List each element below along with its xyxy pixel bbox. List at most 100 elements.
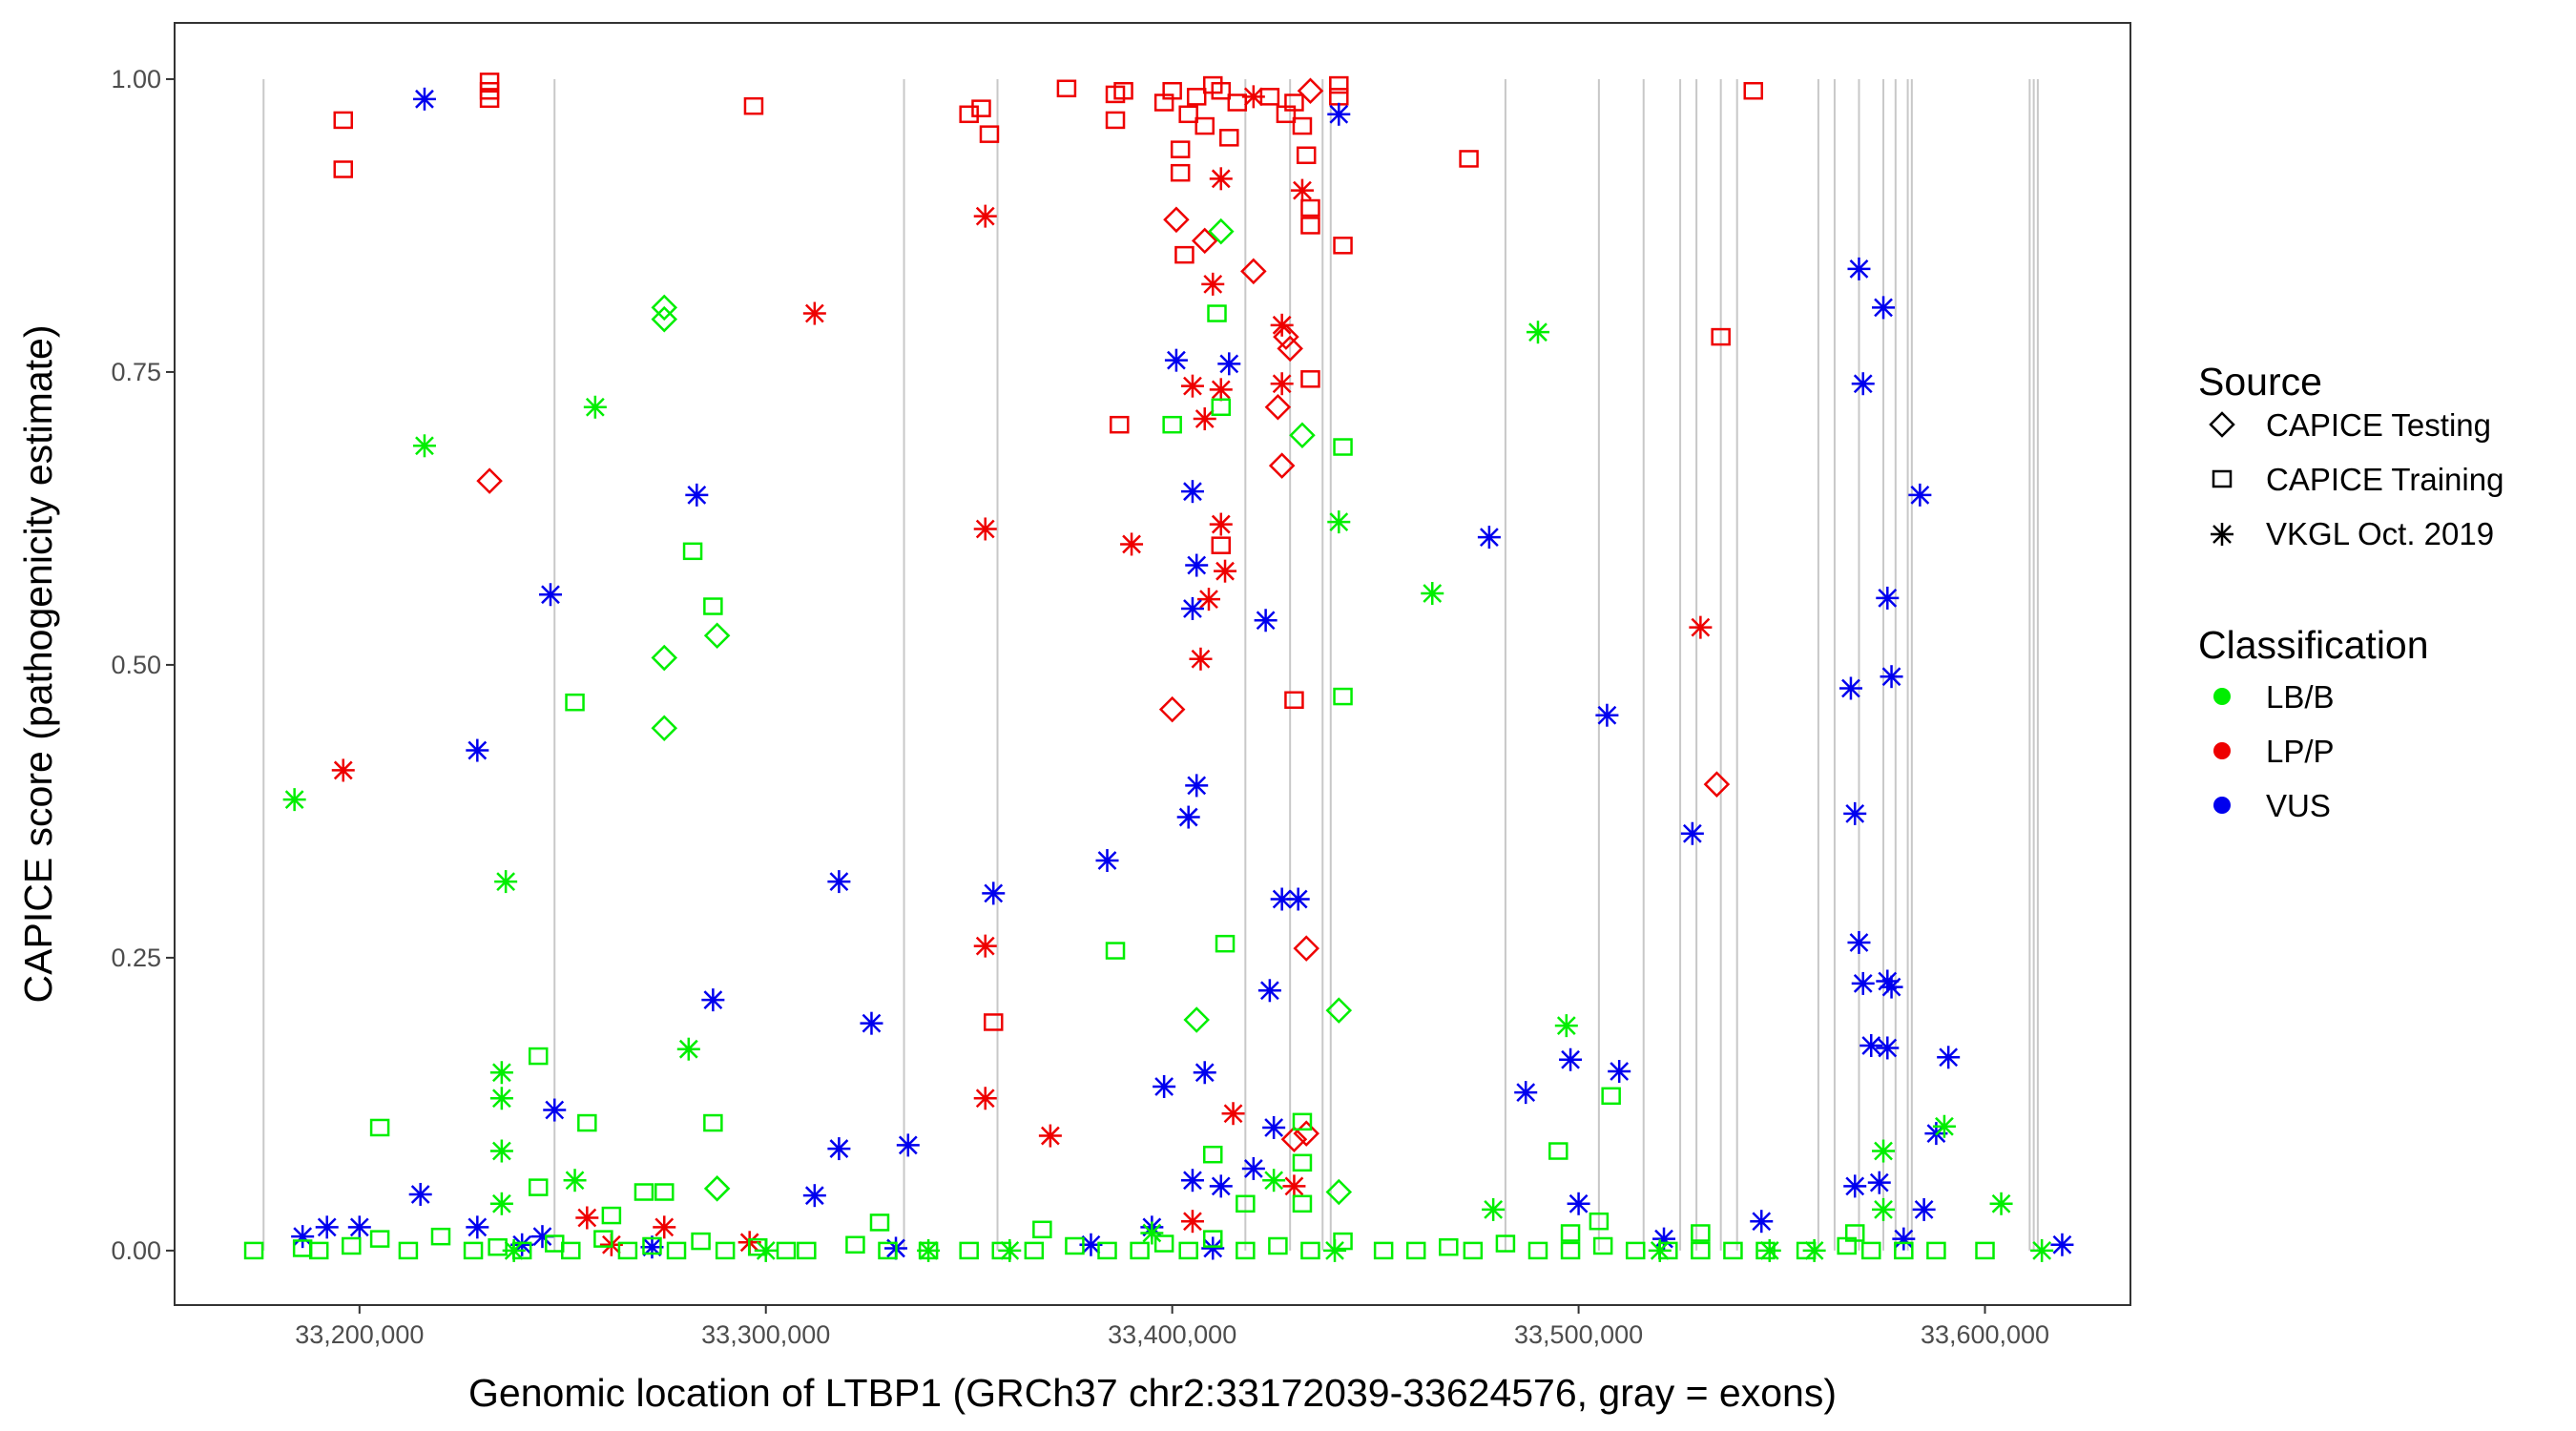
point-vkgl-vus	[538, 583, 562, 607]
point-vkgl-lpp	[1209, 167, 1233, 191]
point-testing-lpp	[1240, 258, 1267, 285]
point-training-lpp	[333, 160, 354, 178]
point-testing-lbb	[651, 294, 678, 321]
point-vkgl-lbb	[282, 788, 306, 812]
point-training-lbb	[642, 1236, 662, 1255]
point-vkgl-lbb	[1802, 1238, 1826, 1262]
point-vkgl-vus	[1867, 1171, 1891, 1194]
point-vkgl-lpp	[1196, 588, 1220, 612]
point-training-lpp	[1333, 237, 1353, 255]
point-vkgl-lbb	[489, 1087, 513, 1110]
point-training-lbb	[1105, 942, 1126, 960]
point-training-lpp	[1227, 93, 1248, 112]
point-testing-lpp	[1293, 935, 1319, 962]
point-training-lbb	[369, 1230, 390, 1248]
point-vkgl-vus	[1843, 801, 1867, 825]
point-testing-lbb	[651, 715, 678, 741]
point-vkgl-lbb	[1554, 1014, 1578, 1038]
legend-source-testing: CAPICE Testing	[2266, 407, 2491, 443]
point-vkgl-lbb	[1989, 1192, 2013, 1215]
point-training-lpp	[1219, 129, 1239, 147]
x-tick-label: 33,200,000	[295, 1320, 424, 1349]
point-training-lpp	[1329, 75, 1349, 94]
point-vkgl-lpp	[973, 934, 997, 958]
point-testing-lpp	[1163, 206, 1190, 234]
point-training-lbb	[1405, 1241, 1426, 1260]
point-training-lbb	[1373, 1241, 1394, 1260]
point-vkgl-lpp	[1209, 378, 1233, 402]
point-training-lpp	[333, 111, 354, 130]
point-vkgl-lbb	[489, 1061, 513, 1085]
panel-background	[175, 23, 2130, 1305]
point-training-lpp	[1110, 415, 1130, 434]
point-training-lbb	[369, 1118, 390, 1137]
point-training-lbb	[1463, 1241, 1484, 1260]
point-vkgl-vus	[1153, 1074, 1176, 1098]
point-testing-lpp	[1273, 323, 1299, 350]
point-vkgl-lbb	[2030, 1238, 2054, 1262]
point-training-lbb	[1333, 438, 1353, 456]
point-training-lpp	[1174, 245, 1195, 264]
legend-classification-title: Classification	[2198, 623, 2429, 667]
point-vkgl-vus	[1180, 480, 1204, 504]
point-training-lpp	[1459, 150, 1479, 168]
point-testing-lpp	[1264, 394, 1292, 421]
point-vkgl-vus	[1180, 1169, 1204, 1192]
point-vkgl-lbb	[1872, 1139, 1896, 1163]
point-vkgl-lpp	[1193, 407, 1216, 431]
point-testing-lpp	[1191, 227, 1218, 255]
point-training-lbb	[666, 1241, 687, 1260]
point-vkgl-lpp	[1270, 372, 1294, 396]
point-vkgl-vus	[1217, 352, 1241, 376]
point-vkgl-vus	[1937, 1046, 1961, 1069]
point-training-lbb	[703, 597, 723, 615]
point-training-lpp	[479, 73, 500, 91]
y-tick-label: 0.75	[111, 358, 161, 386]
point-vkgl-vus	[347, 1215, 371, 1239]
point-vkgl-vus	[1185, 553, 1209, 577]
point-training-lpp	[1711, 327, 1731, 346]
x-axis-title: Genomic location of LTBP1 (GRCh37 chr2:3…	[468, 1371, 1837, 1415]
point-training-lpp	[1211, 536, 1232, 554]
point-training-lbb	[528, 1047, 549, 1066]
point-training-lbb	[1215, 934, 1236, 953]
point-vkgl-vus	[466, 1215, 489, 1239]
point-training-lbb	[1024, 1241, 1045, 1260]
point-vkgl-vus	[1567, 1192, 1590, 1215]
lpp-color-icon	[2213, 742, 2231, 759]
point-training-lbb	[1837, 1236, 1857, 1255]
point-training-lbb	[703, 1113, 723, 1132]
point-vkgl-vus	[1750, 1210, 1774, 1234]
point-vkgl-vus	[466, 738, 489, 762]
point-vkgl-lpp	[802, 301, 826, 325]
point-training-lbb	[1236, 1241, 1256, 1260]
point-vkgl-vus	[1872, 296, 1896, 320]
point-training-lbb	[959, 1241, 979, 1260]
point-training-lbb	[634, 1183, 654, 1201]
point-training-lbb	[1292, 1153, 1313, 1172]
point-vkgl-vus	[1880, 665, 1903, 689]
point-training-lbb	[1203, 1230, 1223, 1248]
point-testing-lbb	[1183, 1006, 1210, 1033]
point-vkgl-vus	[1843, 1174, 1867, 1198]
point-vkgl-lbb	[489, 1192, 513, 1215]
point-vkgl-lpp	[1189, 647, 1213, 671]
point-training-lbb	[1723, 1241, 1743, 1260]
point-vkgl-vus	[1851, 372, 1875, 396]
point-vkgl-lpp	[331, 758, 355, 782]
point-testing-lbb	[703, 622, 731, 649]
point-training-lpp	[743, 96, 764, 115]
point-vkgl-vus	[1164, 348, 1188, 372]
point-vkgl-lpp	[1282, 1174, 1306, 1198]
square-icon	[2212, 469, 2233, 488]
point-vkgl-vus	[1270, 887, 1294, 911]
point-training-lbb	[243, 1241, 264, 1260]
point-training-lpp	[971, 99, 991, 117]
point-vkgl-lpp	[1180, 374, 1204, 398]
point-training-lbb	[654, 1183, 675, 1201]
point-training-lbb	[1153, 1234, 1174, 1253]
point-vkgl-vus	[408, 1182, 432, 1206]
point-training-lpp	[1300, 198, 1320, 218]
x-tick-label: 33,500,000	[1514, 1320, 1643, 1349]
point-training-lpp	[1743, 81, 1763, 100]
